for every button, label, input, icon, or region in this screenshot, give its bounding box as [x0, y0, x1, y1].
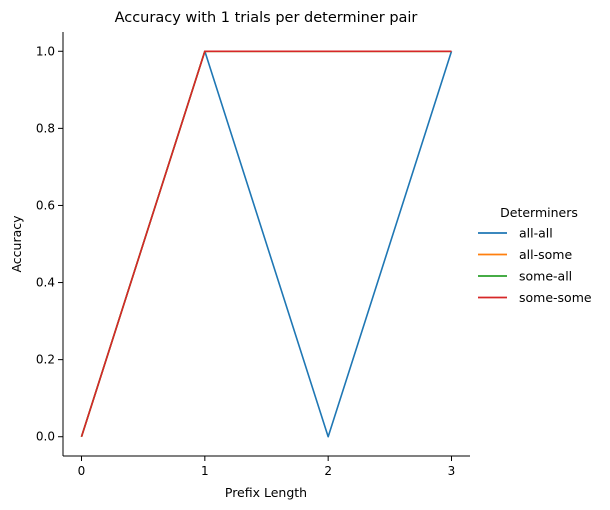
x-axis-label: Prefix Length — [225, 485, 307, 500]
x-tick-label: 1 — [201, 464, 209, 478]
x-tick-label: 3 — [448, 464, 456, 478]
y-tick-label: 0.8 — [36, 121, 55, 135]
legend-label: some-all — [519, 269, 572, 284]
y-tick-label: 1.0 — [36, 44, 55, 58]
legend-label: all-all — [519, 226, 553, 241]
legend: Determiners all-all all-some some-all some-… — [478, 205, 592, 305]
y-axis-label: Accuracy — [9, 215, 24, 273]
legend-label: some-some — [519, 290, 592, 305]
y-axis-ticks: 0.0 0.2 0.4 0.6 0.8 1.0 — [36, 44, 63, 444]
y-tick-label: 0.0 — [36, 430, 55, 444]
plot-lines — [80, 50, 453, 438]
x-tick-label: 0 — [78, 464, 86, 478]
chart-title: Accuracy with 1 trials per determiner pa… — [115, 10, 418, 26]
x-tick-label: 2 — [324, 464, 332, 478]
legend-items: all-all all-some some-all some-some — [478, 226, 592, 305]
y-tick-label: 0.6 — [36, 198, 55, 212]
series-line-some-some — [80, 50, 452, 437]
y-tick-label: 0.2 — [36, 353, 55, 367]
legend-label: all-some — [519, 247, 572, 262]
series-line-all-all — [80, 50, 453, 438]
legend-title: Determiners — [500, 205, 578, 220]
x-axis-ticks: 0 1 2 3 — [78, 456, 456, 478]
y-tick-label: 0.4 — [36, 276, 55, 290]
